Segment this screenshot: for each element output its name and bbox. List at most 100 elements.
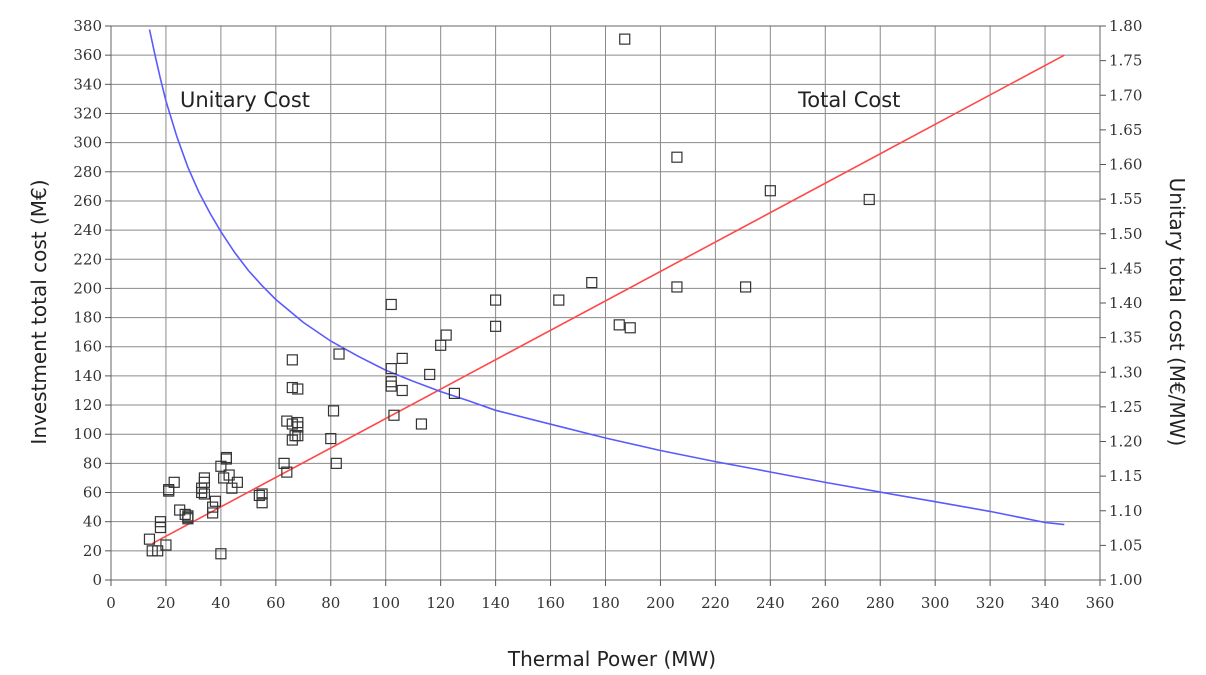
data-point xyxy=(624,322,636,334)
x-axis-title: Thermal Power (MW) xyxy=(507,647,716,671)
y-tick-label: 40 xyxy=(83,513,102,531)
y2-tick-label: 1.50 xyxy=(1109,225,1142,243)
data-point xyxy=(168,476,180,488)
data-point xyxy=(278,457,290,469)
x-tick-label: 120 xyxy=(426,594,455,612)
data-point xyxy=(553,294,565,306)
data-point xyxy=(385,298,397,311)
y2-tick-label: 1.65 xyxy=(1109,121,1142,139)
data-point xyxy=(490,320,502,332)
y-tick-label: 320 xyxy=(73,104,102,122)
data-point xyxy=(764,185,776,197)
y2-tick-label: 1.40 xyxy=(1109,294,1142,312)
annotation-unitary-cost: Unitary Cost xyxy=(180,88,310,112)
x-tick-label: 140 xyxy=(481,594,510,612)
annotation-total-cost: Total Cost xyxy=(797,88,900,112)
y-tick-label: 280 xyxy=(73,163,102,181)
unitary-cost-line xyxy=(148,29,1065,526)
data-point xyxy=(586,276,598,289)
data-point xyxy=(256,488,268,500)
data-point xyxy=(613,319,625,331)
x-tick-label: 40 xyxy=(211,594,230,612)
data-point xyxy=(385,380,397,392)
data-point xyxy=(286,354,298,366)
y-tick-label: 80 xyxy=(83,454,102,472)
x-tick-label: 220 xyxy=(701,594,730,612)
x-tick-label: 340 xyxy=(1031,594,1060,612)
y2-tick-label: 1.00 xyxy=(1109,571,1142,589)
series-lines xyxy=(148,29,1065,545)
data-point xyxy=(281,466,293,478)
y-tick-label: 20 xyxy=(83,542,102,560)
y-tick-label: 360 xyxy=(73,46,102,64)
y-tick-label: 200 xyxy=(73,279,102,297)
x-tick-label: 280 xyxy=(866,594,895,612)
x-tick-label: 300 xyxy=(921,594,950,612)
data-point xyxy=(253,489,265,502)
y-tick-label: 140 xyxy=(73,367,102,385)
data-point xyxy=(220,451,232,464)
y-tick-label: 100 xyxy=(73,425,102,443)
data-point xyxy=(256,497,268,509)
y2-tick-label: 1.20 xyxy=(1109,433,1142,451)
x-tick-label: 60 xyxy=(266,594,285,612)
y2-tick-label: 1.30 xyxy=(1109,363,1142,381)
data-point xyxy=(231,476,243,488)
data-point xyxy=(327,405,340,417)
data-point xyxy=(154,521,167,534)
data-point xyxy=(182,510,194,522)
data-point xyxy=(325,432,337,445)
data-point xyxy=(198,488,211,500)
y2-tick-label: 1.15 xyxy=(1109,467,1142,485)
data-point xyxy=(388,409,400,421)
y2-axis-title: Unitary total cost (M€/MW) xyxy=(1165,178,1189,447)
data-point xyxy=(143,533,156,545)
data-point xyxy=(440,329,452,341)
x-tick-label: 260 xyxy=(811,594,840,612)
y-tick-label: 380 xyxy=(73,17,102,35)
data-point xyxy=(490,294,502,306)
scatter-markers xyxy=(143,33,875,560)
y2-tick-label: 1.25 xyxy=(1109,398,1142,416)
data-point xyxy=(160,539,172,551)
data-point xyxy=(333,348,345,360)
x-tick-label: 160 xyxy=(536,594,565,612)
data-point xyxy=(396,352,408,364)
data-point xyxy=(152,545,164,557)
y2-tick-label: 1.35 xyxy=(1109,329,1142,347)
y2-tick-label: 1.45 xyxy=(1109,259,1142,277)
data-point xyxy=(396,384,408,397)
data-point xyxy=(207,507,219,519)
total-cost-line xyxy=(151,54,1065,545)
data-point xyxy=(292,430,304,442)
y-tick-label: 160 xyxy=(73,338,102,356)
x-axis-ticks: 0 20 40 60 80 100 120 140 160 180 200 220 240 260 280 3… xyxy=(106,580,1114,612)
data-point xyxy=(198,472,211,484)
data-point xyxy=(154,516,167,528)
y-axis-title: Investment total cost (M€) xyxy=(27,179,51,444)
y-tick-label: 340 xyxy=(73,75,102,93)
x-tick-label: 0 xyxy=(106,594,116,612)
y-tick-label: 260 xyxy=(73,192,102,210)
x-tick-label: 320 xyxy=(976,594,1005,612)
y-tick-label: 240 xyxy=(73,221,102,239)
data-point xyxy=(671,151,683,163)
data-point xyxy=(385,363,397,375)
y2-axis-ticks: 1.00 1.05 1.10 1.15 1.20 1.25 1.30 1.35 1.40 1.45… xyxy=(1100,17,1142,589)
x-tick-label: 100 xyxy=(371,594,400,612)
y2-tick-label: 1.80 xyxy=(1109,17,1142,35)
data-point xyxy=(292,421,304,433)
y2-tick-label: 1.10 xyxy=(1109,502,1142,520)
x-tick-label: 200 xyxy=(646,594,675,612)
x-tick-label: 20 xyxy=(156,594,175,612)
data-point xyxy=(207,501,219,513)
y2-tick-label: 1.75 xyxy=(1109,52,1142,70)
y-tick-label: 220 xyxy=(73,250,102,268)
data-point xyxy=(209,495,221,507)
y-axis-ticks: 0 20 40 60 80 100 120 140 160 180 200 220 240 260 280 3… xyxy=(73,17,111,589)
data-point xyxy=(740,281,752,293)
data-point xyxy=(671,281,683,293)
x-tick-label: 240 xyxy=(756,594,785,612)
